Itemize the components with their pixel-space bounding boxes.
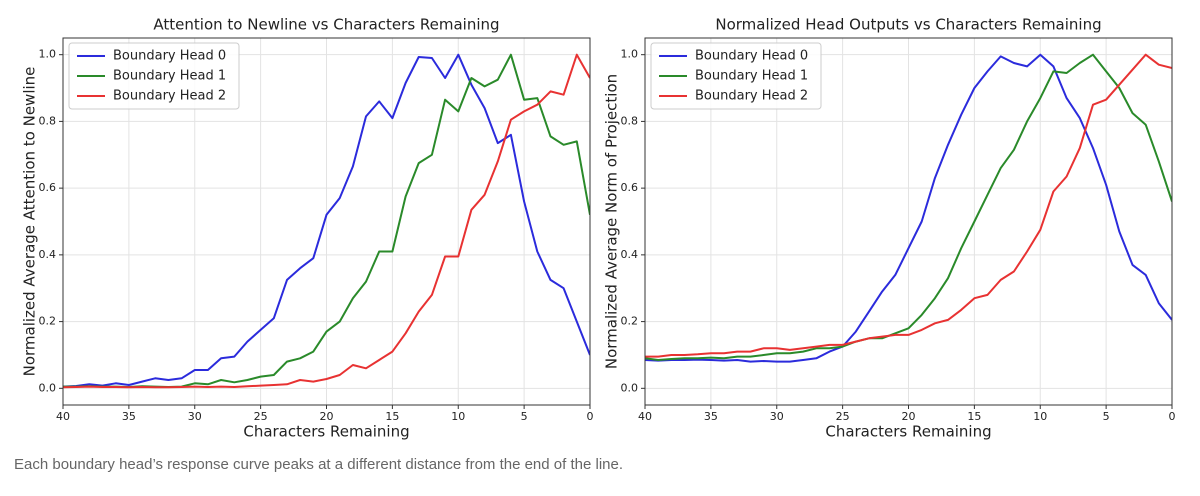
legend-label: Boundary Head 0 [695,49,808,64]
line-series [645,53,1172,358]
y-tick-label: 0.6 [39,181,57,194]
x-tick-label: 25 [836,410,850,423]
x-axis-label: Characters Remaining [825,423,991,441]
legend-label: Boundary Head 1 [113,69,226,84]
y-tick-label: 1.0 [39,48,57,61]
x-axis-label: Characters Remaining [243,423,409,441]
x-tick-label: 15 [385,410,399,423]
y-tick-label: 0.4 [621,248,639,261]
y-tick-label: 1.0 [621,48,639,61]
y-axis-label: Normalized Average Norm of Projection [603,74,621,369]
x-tick-label: 10 [451,410,465,423]
x-tick-label: 30 [188,410,202,423]
x-tick-label: 35 [704,410,718,423]
x-tick-label: 10 [1033,410,1047,423]
legend-label: Boundary Head 2 [113,89,226,104]
y-tick-label: 0.4 [39,248,57,261]
line-series [645,53,1172,361]
y-tick-label: 0.2 [39,315,57,328]
chart-title: Normalized Head Outputs vs Characters Re… [715,16,1101,34]
y-tick-label: 0.8 [39,114,57,127]
line-series [645,53,1172,363]
x-tick-label: 30 [770,410,784,423]
x-tick-label: 5 [1103,410,1110,423]
y-tick-label: 0.0 [621,381,639,394]
caption: Each boundary head’s response curve peak… [14,456,624,473]
figure: Attention to Newline vs Characters Remai… [21,16,1176,441]
legend-box [650,42,822,110]
x-tick-label: 25 [254,410,268,423]
x-tick-label: 0 [1169,410,1176,423]
x-tick-label: 40 [56,410,70,423]
legend-label: Boundary Head 2 [695,89,808,104]
chart-title: Attention to Newline vs Characters Remai… [153,16,499,34]
x-tick-label: 15 [967,410,981,423]
plot-area [645,53,1172,363]
y-axis-label: Normalized Average Attention to Newline [21,67,39,377]
x-tick-label: 5 [521,410,528,423]
x-tick-label: 20 [902,410,916,423]
x-tick-label: 40 [638,410,652,423]
y-tick-label: 0.2 [621,315,639,328]
legend-box [68,42,240,110]
x-tick-label: 35 [122,410,136,423]
plot-area [63,53,590,389]
line-series [63,53,590,388]
x-tick-label: 0 [587,410,594,423]
y-tick-label: 0.0 [39,381,57,394]
legend-label: Boundary Head 0 [113,49,226,64]
y-tick-label: 0.8 [621,114,639,127]
y-tick-label: 0.6 [621,181,639,194]
x-tick-label: 20 [320,410,334,423]
line-series [63,53,590,389]
legend-label: Boundary Head 1 [695,69,808,84]
axes-frame [62,37,591,406]
axes-frame [644,37,1173,406]
